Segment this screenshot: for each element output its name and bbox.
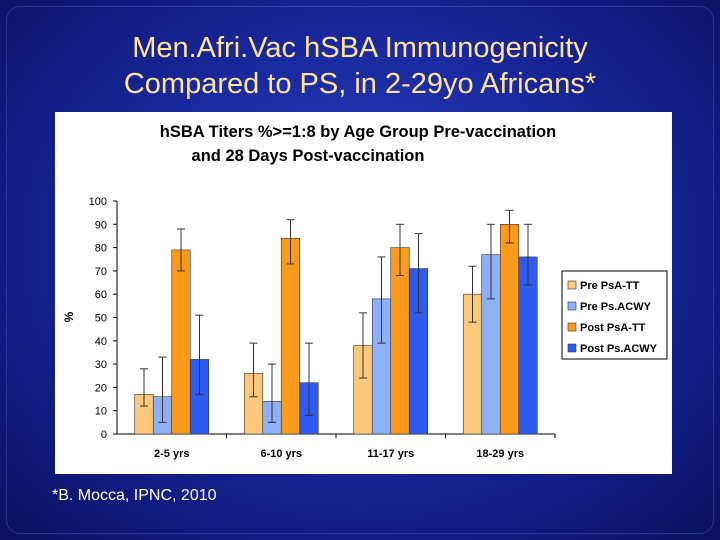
bar-chart: hSBA Titers %>=1:8 by Age Group Pre-vacc…	[62, 123, 668, 460]
y-tick-label: 40	[95, 336, 107, 348]
y-tick-label: 60	[95, 289, 107, 301]
legend-label: Post Ps.ACWY	[580, 343, 658, 355]
legend-label: Pre PsA-TT	[580, 280, 640, 292]
legend-swatch	[567, 301, 577, 311]
x-tick-label: 6-10 yrs	[260, 448, 302, 460]
legend-box	[561, 270, 668, 360]
legend-swatch	[567, 343, 577, 353]
chart-panel: hSBA Titers %>=1:8 by Age Group Pre-vacc…	[55, 112, 672, 474]
legend-swatch	[567, 322, 577, 332]
y-tick-label: 30	[95, 359, 107, 371]
legend-label: Post PsA-TT	[580, 322, 646, 334]
bar-post-psa-tt-3	[499, 224, 520, 435]
bars	[134, 209, 538, 435]
bar-post-psa-tt-1	[280, 237, 301, 435]
y-tick-label: 100	[89, 196, 107, 208]
y-tick-label: 50	[95, 313, 107, 325]
x-tick-label: 11-17 yrs	[367, 448, 414, 460]
x-tick-label: 18-29 yrs	[476, 448, 524, 460]
slide-title-line1: Men.Afri.Vac hSBA Immunogenicity	[132, 32, 588, 64]
footnote: *B. Mocca, IPNC, 2010	[52, 487, 217, 504]
slide-title: Men.Afri.Vac hSBA Immunogenicity Compare…	[0, 30, 720, 102]
y-tick-label: 20	[95, 382, 107, 394]
slide-title-line2: Compared to PS, in 2-29yo Africans*	[123, 68, 597, 100]
y-tick-label: 80	[95, 243, 107, 255]
axes: 0 10 20 30 40 50 60 70 80 90 100 2-5 yrs 6-10 yrs 11-…	[89, 196, 556, 460]
bar-post-psa-tt-0	[171, 249, 191, 435]
legend-swatch	[567, 280, 577, 290]
legend-label: Pre Ps.ACWY	[580, 301, 652, 313]
y-tick-label: 10	[95, 406, 107, 418]
y-tick-label: 70	[95, 266, 107, 278]
chart-title-line2: and 28 Days Post-vaccination	[192, 147, 425, 165]
chart-title-line1: hSBA Titers %>=1:8 by Age Group Pre-vacc…	[160, 123, 556, 141]
y-tick-label: 90	[95, 219, 107, 231]
legend: Pre PsA-TT Pre Ps.ACWY Post PsA-TT Post Ps.…	[561, 270, 668, 360]
y-axis-label: %	[62, 311, 76, 322]
x-tick-label: 2-5 yrs	[154, 448, 189, 460]
y-tick-label: 0	[101, 429, 107, 441]
